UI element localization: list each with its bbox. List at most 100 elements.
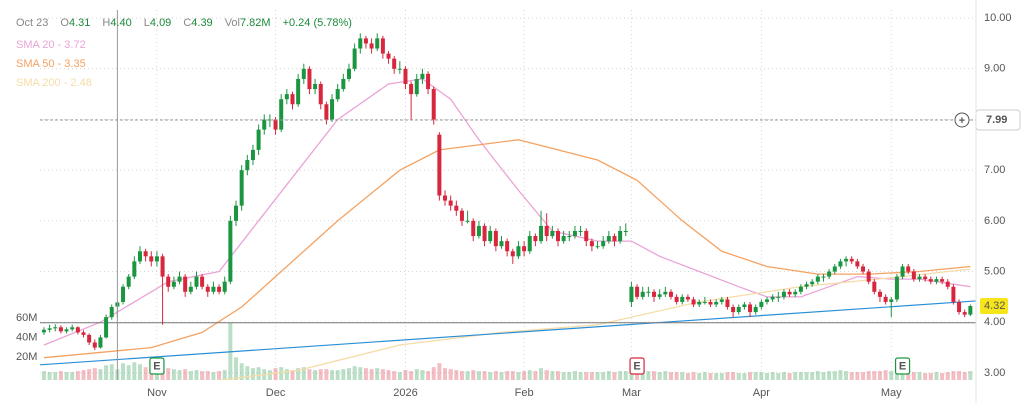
candle-body bbox=[380, 38, 385, 54]
volume-bar bbox=[499, 372, 504, 380]
candle-body bbox=[764, 299, 769, 302]
candle-body bbox=[352, 48, 357, 69]
header-item: H4.40 bbox=[102, 17, 131, 29]
candle-body bbox=[668, 291, 673, 297]
volume-bar bbox=[166, 368, 171, 380]
volume-bar bbox=[539, 368, 544, 380]
volume-tick-label: 40M bbox=[16, 332, 37, 344]
volume-bar bbox=[403, 370, 408, 380]
candle-body bbox=[341, 78, 346, 90]
volume-tick-label: 60M bbox=[16, 312, 37, 324]
candle-body bbox=[934, 279, 939, 282]
candle-body bbox=[572, 230, 577, 237]
x-tick-label: Apr bbox=[753, 387, 770, 399]
x-tick-label: Mar bbox=[622, 387, 641, 399]
candle-body bbox=[719, 299, 724, 302]
volume-bar bbox=[832, 371, 837, 380]
candle-body bbox=[98, 337, 103, 348]
volume-bar bbox=[426, 371, 431, 380]
candle-body bbox=[205, 286, 210, 292]
candle-body bbox=[753, 307, 758, 313]
candle-body bbox=[222, 281, 227, 292]
volume-bar bbox=[702, 372, 707, 380]
volume-bar bbox=[719, 373, 724, 380]
header-item: L4.09 bbox=[144, 17, 172, 29]
volume-bar bbox=[753, 372, 758, 380]
volume-bar bbox=[471, 370, 476, 380]
add-alert-button[interactable] bbox=[954, 112, 970, 128]
volume-bar bbox=[674, 372, 679, 380]
volume-bar bbox=[550, 371, 555, 380]
volume-bar bbox=[759, 372, 764, 380]
candle-body bbox=[584, 230, 589, 242]
volume-bar bbox=[183, 369, 188, 380]
volume-bar bbox=[923, 373, 928, 380]
volume-bar bbox=[58, 371, 63, 380]
candle-body bbox=[87, 334, 92, 343]
candle-body bbox=[866, 271, 871, 282]
header-value: 4.40 bbox=[110, 17, 132, 29]
candle-body bbox=[194, 276, 199, 287]
volume-bar bbox=[781, 372, 786, 380]
volume-bar bbox=[318, 369, 323, 380]
ohlc-header: Oct 23 O4.31 H4.40 L4.09 C4.39 Vol7.82M +0.24 … bbox=[16, 17, 352, 29]
candle-body bbox=[685, 296, 690, 300]
volume-bar bbox=[877, 371, 882, 380]
volume-bar bbox=[849, 372, 854, 380]
volume-bar bbox=[928, 373, 933, 380]
volume-bar bbox=[838, 370, 843, 380]
candle-body bbox=[273, 119, 278, 130]
volume-bar bbox=[53, 372, 58, 380]
candle-body bbox=[330, 99, 335, 120]
earnings-marker bbox=[894, 357, 911, 375]
candle-body bbox=[409, 84, 414, 95]
volume-bar bbox=[121, 363, 126, 380]
volume-bar bbox=[725, 372, 730, 380]
volume-bar bbox=[934, 372, 939, 380]
candle-body bbox=[606, 236, 611, 242]
candle-body bbox=[431, 89, 436, 120]
volume-bar bbox=[731, 372, 736, 380]
candle-body bbox=[476, 225, 481, 237]
candle-body bbox=[239, 170, 244, 206]
candle-body bbox=[894, 276, 899, 300]
candle-body bbox=[262, 119, 267, 130]
candle-body bbox=[612, 236, 617, 242]
candle-body bbox=[301, 68, 306, 79]
volume-bar bbox=[307, 369, 312, 380]
candle-body bbox=[798, 286, 803, 292]
volume-tick-label: 20M bbox=[16, 351, 37, 363]
header-label: H bbox=[102, 17, 111, 29]
candle-body bbox=[697, 301, 702, 305]
volume-bar bbox=[522, 371, 527, 380]
volume-bar bbox=[691, 372, 696, 380]
volume-bar bbox=[341, 369, 346, 380]
candle-body bbox=[313, 84, 318, 90]
volume-bar bbox=[685, 373, 690, 380]
candle-body bbox=[861, 266, 866, 272]
candle-body bbox=[437, 134, 442, 196]
volume-bar bbox=[234, 357, 239, 380]
volume-bar bbox=[459, 371, 464, 380]
volume-bar bbox=[911, 372, 916, 380]
volume-bar bbox=[646, 371, 651, 380]
volume-bar bbox=[81, 370, 86, 380]
candle-body bbox=[228, 220, 233, 282]
candle-body bbox=[951, 286, 956, 302]
volume-bar bbox=[533, 371, 538, 380]
candle-body bbox=[849, 258, 854, 262]
volume-bar bbox=[290, 370, 295, 380]
volume-bar bbox=[742, 373, 747, 380]
candle-body bbox=[386, 53, 391, 59]
volume-bar bbox=[358, 367, 363, 380]
candle-body bbox=[595, 246, 600, 248]
candle-body bbox=[403, 68, 408, 84]
sma-line bbox=[216, 268, 971, 380]
candle-body bbox=[561, 236, 566, 242]
volume-bar bbox=[137, 364, 142, 380]
volume-bar bbox=[527, 370, 532, 380]
volume-bar bbox=[680, 372, 685, 380]
volume-bar bbox=[70, 372, 75, 380]
volume-bar bbox=[945, 372, 950, 380]
